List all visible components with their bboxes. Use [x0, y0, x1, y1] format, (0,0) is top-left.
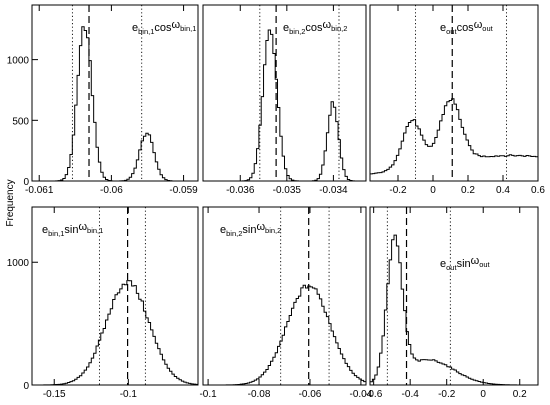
x-tick-label: -0.15: [43, 389, 66, 400]
y-axis-label: Frequency: [5, 179, 16, 226]
axes-frame: [369, 206, 539, 386]
axes-frame: [202, 206, 367, 386]
panel-label: ebin,1sinωbin,1: [42, 221, 103, 238]
x-tick-label: 0.6: [531, 185, 545, 196]
panel-e_out_cos: -0.2 0 0.2 0.4 0.6 eoutcosωout: [369, 4, 545, 196]
histogram-outline: [31, 280, 198, 386]
x-tick-label: 0: [480, 389, 486, 400]
x-tick-label: -0.2: [438, 389, 456, 400]
x-tick-label: -0.1: [199, 389, 217, 400]
x-tick-label: -0.061: [25, 185, 54, 196]
panel-e_bin2_sin: -0.1 -0.08 -0.06 -0.04 ebin,2sinωbin,2: [199, 206, 373, 400]
x-tick-label: -0.2: [389, 185, 407, 196]
x-tick-label: -0.4: [402, 389, 420, 400]
histogram-outline: [202, 284, 366, 386]
y-tick-label: 1000: [7, 258, 30, 269]
x-tick-label: -0.08: [248, 389, 271, 400]
x-tick-label: 0: [430, 185, 436, 196]
axes-frame: [369, 4, 539, 182]
histogram-outline: [203, 29, 366, 182]
axes-frame: [31, 4, 199, 182]
panel-e_bin2_cos: -0.036 -0.035 -0.034 ebin,2cosωbin,2: [202, 4, 367, 196]
histogram-outline: [32, 26, 198, 182]
x-tick-label: -0.036: [226, 185, 255, 196]
panel-label: eoutcosωout: [440, 19, 494, 36]
x-tick-label: -0.1: [120, 389, 138, 400]
panel-e_bin1_cos: -0.061 -0.06 -0.059 0 500 1000 ebin,1cosωbin,1: [7, 4, 199, 196]
panel-label: eoutsinωout: [440, 255, 491, 272]
axes-frame: [31, 206, 199, 386]
x-tick-label: 0.2: [461, 185, 475, 196]
y-tick-label: 0: [23, 381, 29, 392]
histogram-outline: [369, 234, 538, 386]
x-tick-label: -0.034: [319, 185, 348, 196]
y-tick-label: 1000: [7, 56, 30, 67]
panel-label: ebin,2sinωbin,2: [220, 221, 281, 238]
y-tick-label: 0: [23, 177, 29, 188]
x-tick-label: -0.04: [350, 389, 373, 400]
x-tick-label: -0.06: [100, 185, 123, 196]
x-tick-label: -0.059: [169, 185, 198, 196]
panel-label: ebin,2cosωbin,2: [283, 19, 347, 36]
x-tick-label: -0.6: [365, 389, 383, 400]
x-tick-label: 0.4: [496, 185, 510, 196]
x-tick-label: -0.06: [299, 389, 322, 400]
panel-e_out_sin: -0.6 -0.4 -0.2 0 0.2 eoutsinωout: [365, 206, 539, 400]
x-tick-label: -0.035: [273, 185, 302, 196]
x-tick-label: 0.2: [513, 389, 527, 400]
panel-e_bin1_sin: -0.15 -0.1 0 1000 ebin,1sinωbin,1: [7, 206, 199, 400]
y-tick-label: 500: [12, 116, 29, 127]
histogram-outline: [369, 98, 538, 181]
axes-frame: [202, 4, 367, 182]
panel-label: ebin,1cosωbin,1: [132, 19, 196, 36]
